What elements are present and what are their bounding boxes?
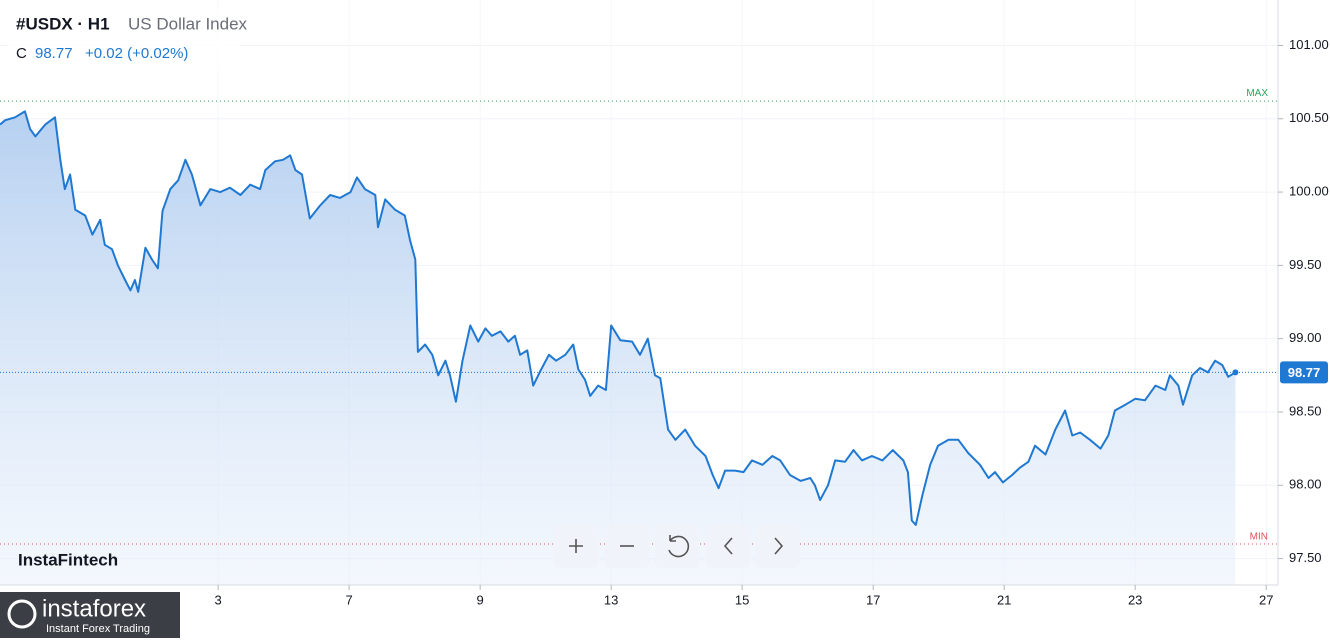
reset-icon [668, 535, 690, 558]
logo-tagline: Instant Forex Trading [46, 623, 150, 635]
scroll-right-button[interactable] [756, 524, 800, 568]
current-price-badge [1280, 361, 1328, 384]
scroll-left-icon [723, 537, 733, 555]
x-tick-label: 17 [866, 592, 880, 607]
chart-subtitle: US Dollar Index [128, 14, 248, 33]
x-tick-label: 27 [1259, 592, 1273, 607]
last-point [1232, 369, 1239, 376]
x-tick-label: 21 [997, 592, 1011, 607]
min-line-label: MIN [1250, 532, 1268, 543]
y-tick-label: 97.50 [1289, 550, 1322, 565]
close-value: 98.77 [35, 45, 73, 62]
chart-title: #USDX · H1 [16, 14, 110, 33]
y-tick-label: 99.00 [1289, 330, 1322, 345]
area-fill [0, 111, 1236, 586]
x-tick-label: 9 [477, 592, 484, 607]
axes: 97.50 98.00 98.50 99.00 99.50 100.00 100.50 101… [215, 37, 1329, 608]
y-tick-label: 99.50 [1289, 257, 1322, 272]
current-price-label: 98.77 [1288, 365, 1321, 380]
logo-name: instaforex [42, 595, 146, 622]
price-line [0, 110, 1236, 526]
scroll-left-button[interactable] [706, 524, 750, 568]
plot-area: MAX MIN [0, 88, 1278, 586]
y-tick-label: 100.50 [1289, 110, 1329, 125]
close-change: +0.02 (+0.02%) [85, 45, 188, 62]
x-tick-label: 13 [604, 592, 618, 607]
scroll-right-icon [774, 537, 784, 555]
close-label: C [16, 45, 27, 62]
brand: InstaFintech [18, 550, 118, 569]
zoom-in-icon [569, 539, 583, 553]
y-tick-label: 100.00 [1289, 184, 1329, 199]
zoom-controls [554, 524, 800, 568]
y-tick-label: 98.00 [1289, 477, 1322, 492]
y-tick-label: 98.50 [1289, 403, 1322, 418]
x-tick-label: 23 [1128, 592, 1142, 607]
reset-button[interactable] [655, 524, 699, 568]
logo: instaforex Instant Forex Trading [0, 592, 180, 638]
x-tick-label: 7 [346, 592, 353, 607]
max-line-label: MAX [1246, 88, 1268, 99]
logo-background [0, 592, 180, 638]
logo-icon [7, 599, 37, 629]
y-tick-label: 101.00 [1289, 37, 1329, 52]
x-tick-label: 15 [735, 592, 749, 607]
legend-backdrop [8, 8, 240, 70]
x-tick-label: 3 [215, 592, 222, 607]
